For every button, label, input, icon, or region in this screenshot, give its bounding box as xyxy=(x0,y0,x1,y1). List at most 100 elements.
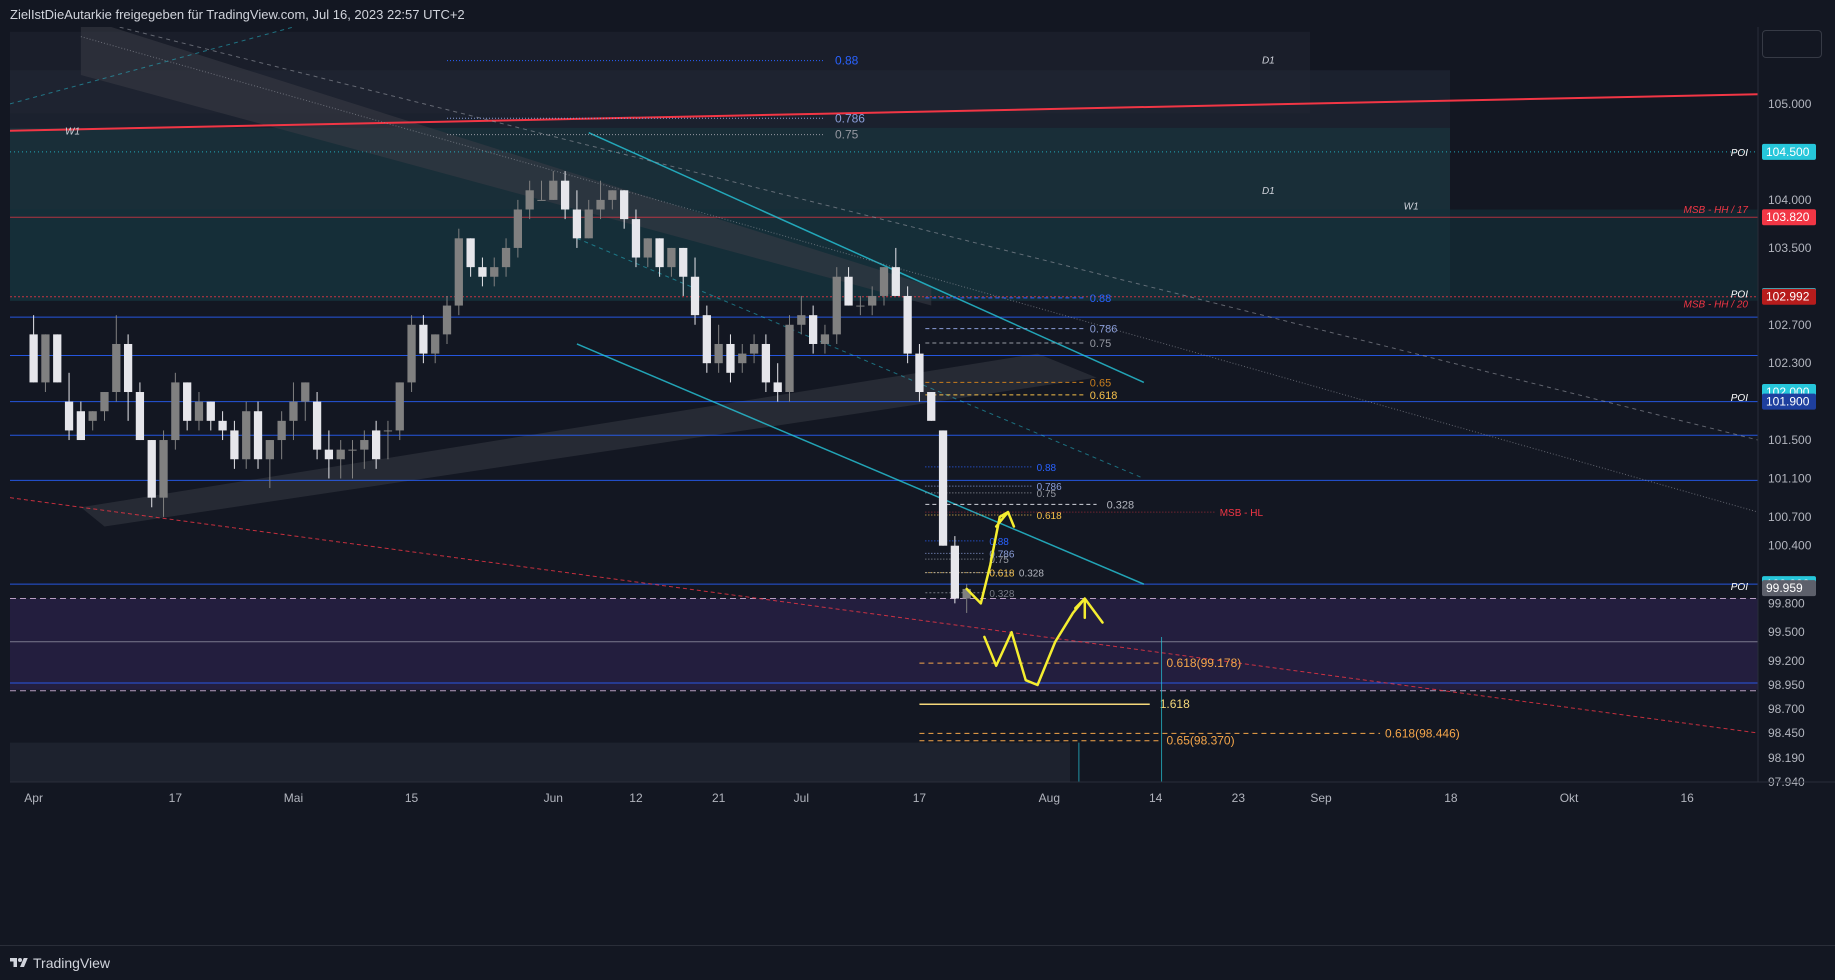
candle-body xyxy=(690,276,700,316)
price-tick-label: 103.500 xyxy=(1768,241,1812,255)
candle-body xyxy=(655,238,664,268)
fib-level-label: 0.75 xyxy=(835,128,859,142)
fib-level-label: 0.88 xyxy=(989,537,1009,548)
price-tick-label: 99.500 xyxy=(1768,625,1805,639)
candle-body xyxy=(478,267,487,277)
candle-body xyxy=(868,295,877,306)
fib-level-label: 0.88 xyxy=(835,54,859,68)
candle-body xyxy=(631,219,641,258)
candle-body xyxy=(64,401,74,431)
lower-wedge xyxy=(80,353,1097,527)
candle-body xyxy=(135,392,145,441)
price-chart[interactable]: 0.88 0.786 0.75 0.88 0.786 0.75 0.65 0.618 0.88 0… xyxy=(9,16,1835,945)
candle-body xyxy=(962,588,971,599)
candle-body xyxy=(809,315,818,344)
candle-body xyxy=(336,449,345,460)
ext-level-label: 0.618(98.446) xyxy=(1385,726,1460,740)
candle-body xyxy=(183,382,192,421)
time-tick-label: 16 xyxy=(1680,791,1694,805)
msb-hl-label: MSB - HL xyxy=(1220,508,1264,519)
candle-body xyxy=(147,440,156,498)
cyan-dashed-upper xyxy=(9,16,330,105)
price-label-text: 103.820 xyxy=(1766,210,1810,224)
candle-body xyxy=(608,190,617,200)
price-tick-label: 98.700 xyxy=(1768,702,1805,716)
msb-tag: MSB - HH / 20 xyxy=(1684,300,1749,311)
candle-body xyxy=(230,430,239,460)
time-tick-label: 12 xyxy=(629,791,643,805)
candle-body xyxy=(785,324,794,393)
candle-body xyxy=(903,295,912,354)
fib-level-label: 0.65 xyxy=(1090,377,1111,389)
candle-body xyxy=(348,449,357,451)
price-label-text: 104.500 xyxy=(1766,145,1810,159)
candle-body xyxy=(88,411,97,421)
time-tick-label: Mai xyxy=(284,791,303,805)
candle-body xyxy=(702,315,711,364)
price-scale-settings-button[interactable] xyxy=(1762,30,1822,58)
fib-level-label: 0.75 xyxy=(989,555,1009,566)
candle-body xyxy=(915,353,924,393)
time-tick-label: 18 xyxy=(1444,791,1458,805)
zone-tag: W1 xyxy=(65,127,80,138)
price-tick-label: 104.000 xyxy=(1768,193,1812,207)
price-tick-label: 98.950 xyxy=(1768,678,1805,692)
candle-body xyxy=(372,430,381,460)
candle-body xyxy=(797,315,806,325)
candle-body xyxy=(112,343,121,393)
candle-body xyxy=(159,440,168,498)
price-tick-label: 98.190 xyxy=(1768,751,1805,765)
candle-body xyxy=(100,392,109,412)
candle-body xyxy=(123,343,133,393)
candle-body xyxy=(620,190,629,220)
candle-body xyxy=(466,238,475,268)
cyan-channel-bottom xyxy=(576,343,1145,585)
zone-tag: D1 xyxy=(1262,56,1275,67)
time-tick-label: Aug xyxy=(1039,791,1060,805)
price-label-text: 99.959 xyxy=(1766,581,1803,595)
price-tick-label: 98.450 xyxy=(1768,726,1805,740)
candle-body xyxy=(41,334,50,383)
candle-body xyxy=(501,247,511,268)
candle-body xyxy=(537,199,546,201)
brand-name: TradingView xyxy=(33,955,111,971)
fib-level-label: 0.75 xyxy=(1090,338,1111,350)
candle-body xyxy=(53,334,62,383)
price-tick-label: 100.700 xyxy=(1768,510,1812,524)
candle-body xyxy=(76,411,85,441)
hand-drawn-projection xyxy=(965,510,1104,687)
chart-canvas[interactable]: 0.880.7860.750.880.7860.750.650.6180.880… xyxy=(9,16,1835,945)
cyan-channel-mid xyxy=(576,237,1145,479)
candle-body xyxy=(395,382,404,431)
tradingview-logo-icon xyxy=(10,958,28,967)
candle-body xyxy=(513,209,522,248)
candle-body xyxy=(194,401,204,421)
price-tick-label: 102.300 xyxy=(1768,356,1812,370)
fib-level-label: 0.786 xyxy=(1037,482,1062,493)
footer-bar: TradingView xyxy=(0,945,1835,980)
candle-body xyxy=(596,199,605,210)
candle-body xyxy=(525,190,534,210)
chart-header: ZielIstDieAutarkie freigegeben für Tradi… xyxy=(0,0,1835,27)
price-tick-label: 100.400 xyxy=(1768,539,1812,553)
fib-level-label: 0.88 xyxy=(1090,293,1111,305)
fib-level-label: 0.88 xyxy=(1037,463,1057,474)
candle-body xyxy=(726,343,735,373)
candle-body xyxy=(891,267,900,296)
candle-body xyxy=(242,411,251,460)
fib-level-label: 0.328 xyxy=(1107,499,1135,511)
candle-body xyxy=(442,305,452,335)
price-tick-label: 99.200 xyxy=(1768,654,1805,668)
candle-body xyxy=(171,382,180,441)
candle-body xyxy=(643,238,652,258)
price-tick-label: 102.700 xyxy=(1768,318,1812,332)
poi-tag: POI xyxy=(1731,582,1748,593)
zone-tag: D1 xyxy=(1262,186,1275,197)
price-tick-label: 101.500 xyxy=(1768,433,1812,447)
candle-body xyxy=(879,267,889,296)
fib-level-label: 0.786 xyxy=(989,549,1014,560)
red-trend-line xyxy=(9,93,1759,132)
price-label-box xyxy=(1762,209,1816,226)
candle-body xyxy=(265,440,274,460)
fib-level-label: 0.618 xyxy=(1037,511,1062,522)
